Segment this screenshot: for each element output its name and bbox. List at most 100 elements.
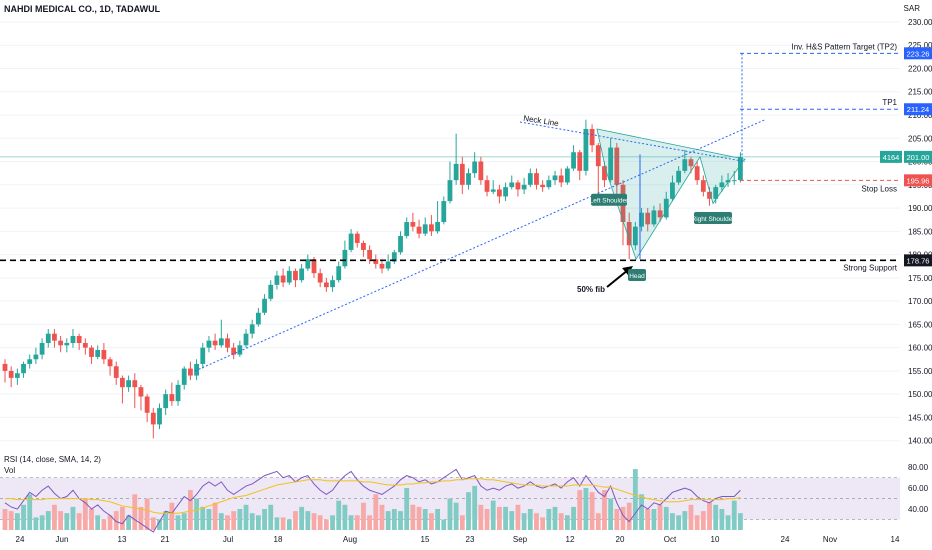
candle-body bbox=[707, 191, 712, 199]
x-tick-label: 10 bbox=[711, 535, 720, 544]
volume-bar bbox=[534, 513, 539, 530]
volume-bar bbox=[540, 517, 546, 530]
volume-bar bbox=[150, 517, 156, 530]
candle-body bbox=[82, 342, 88, 348]
volume-bar bbox=[323, 519, 329, 530]
volume-bar bbox=[663, 506, 669, 530]
candle-body bbox=[45, 333, 51, 343]
candle-body bbox=[373, 259, 379, 264]
volume-bar bbox=[262, 509, 267, 530]
volume-bar bbox=[441, 519, 447, 530]
volume-bar bbox=[305, 511, 311, 530]
candle-body bbox=[225, 338, 230, 348]
volume-bar bbox=[731, 500, 737, 530]
volume-bar bbox=[385, 511, 391, 530]
candle-body bbox=[583, 128, 589, 171]
candle-body bbox=[589, 128, 595, 146]
volume-bar bbox=[348, 515, 354, 530]
volume-bar bbox=[738, 513, 743, 530]
candle-body bbox=[404, 222, 410, 236]
volume-bar bbox=[719, 509, 725, 530]
volume-bar bbox=[558, 513, 564, 530]
candle-body bbox=[342, 249, 348, 267]
current-price-badge-bg bbox=[904, 150, 932, 163]
candle-body bbox=[676, 170, 682, 183]
candle-body bbox=[608, 147, 614, 181]
x-tick-label: Nov bbox=[823, 535, 837, 544]
volume-bar bbox=[70, 506, 76, 530]
support-price-badge-bg bbox=[904, 254, 932, 267]
rsi-indicator-label: RSI (14, close, SMA, 14, 2) bbox=[4, 455, 101, 464]
candle-body bbox=[577, 152, 583, 171]
volume-bar bbox=[422, 509, 428, 530]
volume-bar bbox=[317, 515, 323, 530]
volume-bar bbox=[163, 511, 169, 530]
candle-body bbox=[163, 394, 169, 409]
candle-body bbox=[299, 268, 305, 281]
candle-body bbox=[614, 147, 620, 185]
volume-bar bbox=[188, 490, 193, 530]
volume-bar bbox=[620, 506, 626, 530]
candle-body bbox=[515, 182, 521, 190]
candle-body bbox=[688, 159, 694, 167]
support-price-badge: 178.76 bbox=[907, 256, 930, 265]
y-tick-label: 225.00 bbox=[908, 41, 932, 50]
candle-body bbox=[101, 349, 107, 360]
candle-body bbox=[385, 261, 391, 269]
volume-bar bbox=[120, 506, 125, 530]
candle-body bbox=[64, 342, 70, 346]
stop-loss-label: Stop Loss bbox=[861, 184, 897, 193]
candle-body bbox=[422, 224, 428, 234]
candle-body bbox=[14, 373, 20, 378]
volume-bar bbox=[497, 506, 502, 530]
volume-bar bbox=[225, 515, 230, 530]
volume-bar bbox=[657, 504, 663, 530]
y-tick-label: 155.00 bbox=[908, 367, 932, 376]
fib-arrow bbox=[606, 269, 629, 288]
candle-body bbox=[694, 166, 700, 181]
candle-body bbox=[286, 270, 292, 283]
candle-body bbox=[663, 198, 669, 218]
volume-bar bbox=[311, 513, 317, 530]
tp2-price-badge: 223.26 bbox=[907, 49, 930, 58]
candle-body bbox=[521, 184, 527, 190]
candle-body bbox=[126, 380, 131, 388]
candle-body bbox=[274, 275, 280, 285]
head-label: Head bbox=[629, 273, 645, 280]
volume-bar bbox=[299, 506, 305, 530]
candle-body bbox=[552, 175, 558, 181]
y-tick-label: 210.00 bbox=[908, 111, 932, 120]
candle-body bbox=[509, 182, 515, 188]
volume-bar bbox=[546, 509, 552, 530]
candle-body bbox=[497, 189, 502, 197]
tp1-label: TP1 bbox=[882, 98, 897, 107]
x-tick-label: Aug bbox=[343, 535, 357, 544]
x-tick-label: 18 bbox=[274, 535, 283, 544]
candle-body bbox=[157, 408, 162, 425]
candle-body bbox=[478, 161, 484, 181]
volume-bar bbox=[367, 515, 373, 530]
volume-bar bbox=[670, 513, 675, 530]
candle-body bbox=[231, 347, 237, 355]
volume-bar bbox=[466, 492, 471, 530]
volume-bar bbox=[651, 509, 657, 530]
volume-bar bbox=[212, 502, 218, 530]
x-tick-label: Jul bbox=[223, 535, 233, 544]
rsi-line bbox=[4, 468, 741, 533]
volume-bar bbox=[27, 494, 33, 530]
volume-bar bbox=[700, 511, 706, 530]
candle-body bbox=[262, 298, 267, 313]
candle-body bbox=[323, 282, 329, 288]
volume-bar bbox=[639, 494, 644, 530]
chart-title: NAHDI MEDICAL CO., 1D, TADAWUL bbox=[4, 4, 161, 14]
volume-bar bbox=[361, 502, 366, 530]
tp1-price-badge-bg bbox=[904, 103, 932, 116]
volume-bar bbox=[194, 498, 199, 530]
candle-body bbox=[466, 173, 471, 185]
volume-bar bbox=[64, 513, 70, 530]
candle-body bbox=[700, 180, 706, 192]
volume-bar bbox=[614, 509, 620, 530]
volume-bar bbox=[243, 504, 249, 530]
candle-body bbox=[416, 226, 422, 234]
